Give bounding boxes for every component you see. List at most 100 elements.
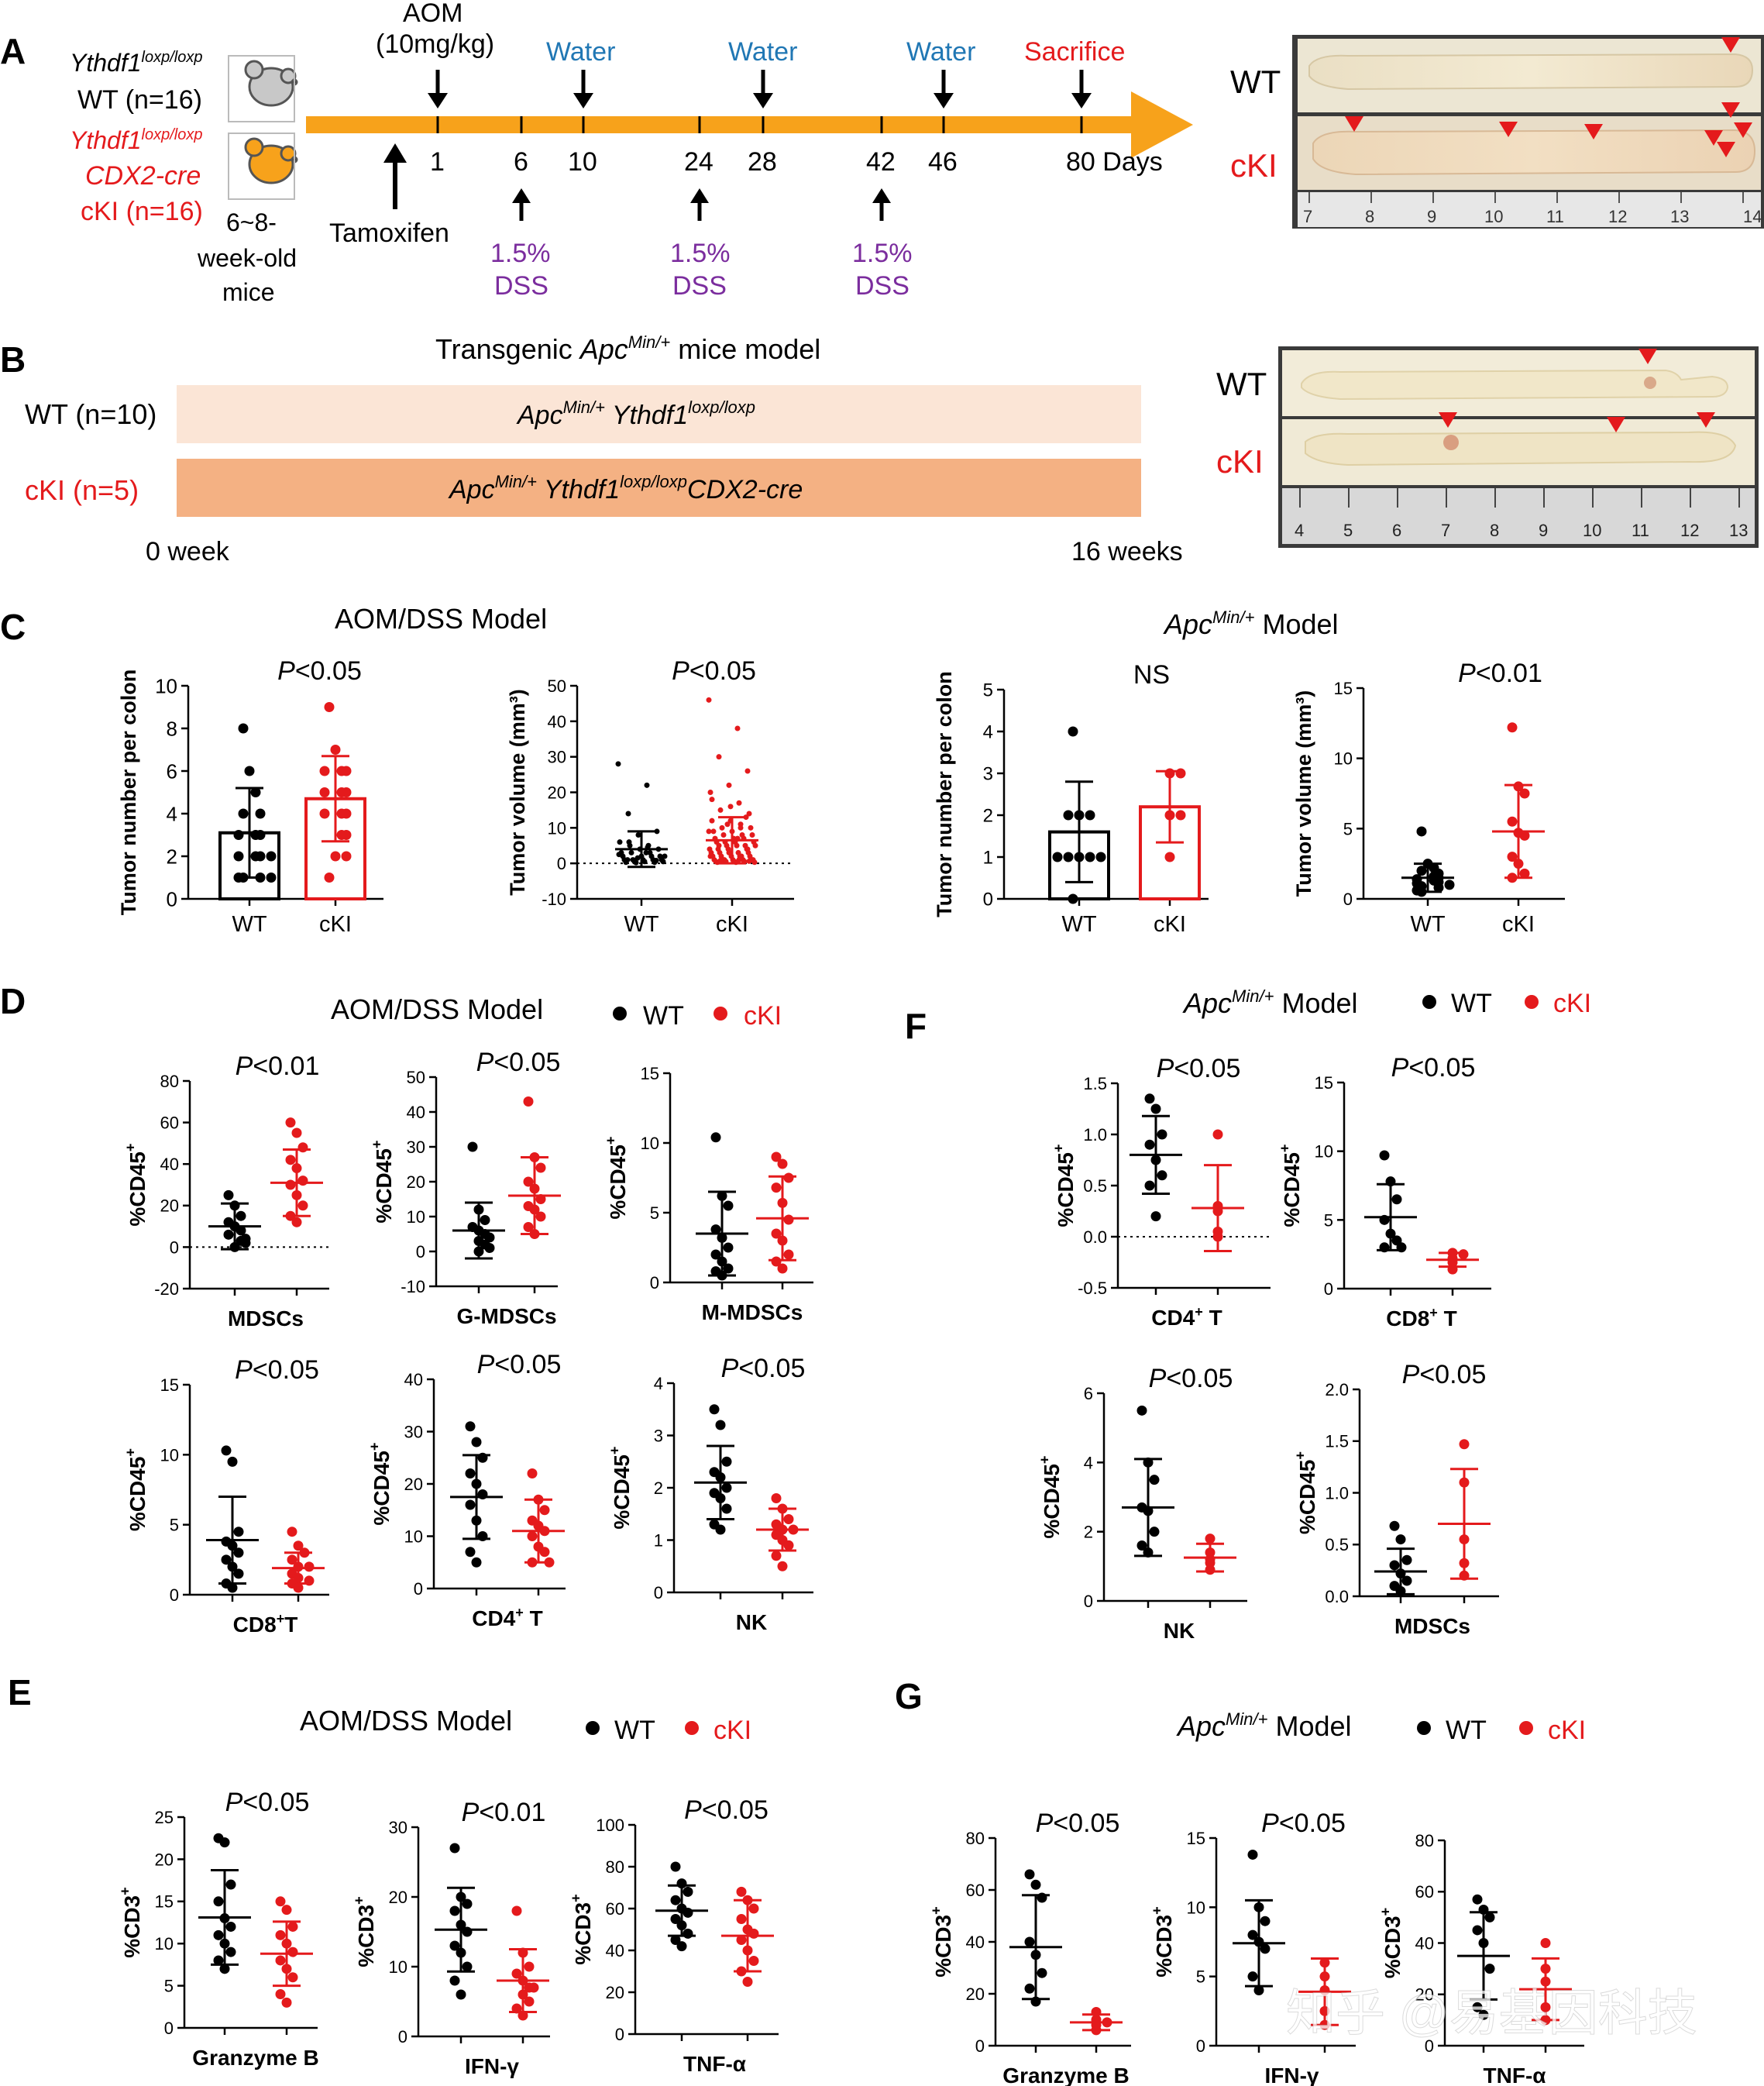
timeline-ticks: [436, 116, 1083, 133]
chart-c2: -10 0 10 20 30 40 50 Tumor volume (mm³) WT cKI P<0…: [506, 656, 794, 937]
panel-letter-c: C: [0, 607, 26, 647]
chart-d4-pvalue: P<0.05: [235, 1355, 319, 1385]
chart-f4-point-1-2: [1459, 1534, 1470, 1545]
chart-c2-point-1-15: [710, 828, 717, 835]
chart-d5-point-1-1: [533, 1494, 544, 1505]
chart-c3-point-0-3: [1063, 810, 1074, 821]
chart-g3-point-0-4: [1478, 1938, 1489, 1948]
chart-f1-point-0-5: [1157, 1170, 1167, 1181]
chart-c2-ytick-label-2: 10: [548, 818, 566, 838]
chart-c4-ytick-label-0: 0: [1343, 890, 1353, 909]
day-28: 28: [748, 147, 777, 177]
chart-e1: 0 5 10 15 20 25 %CD3+ Granzyme B P<0.05: [117, 1788, 318, 2070]
chart-c2-point-0-0: [615, 761, 621, 767]
chart-e2-point-1-9: [511, 2003, 522, 2014]
chart-d3: 0 5 10 15 %CD45+ M-MDSCs: [603, 1064, 813, 1324]
chart-d5-point-0-1: [471, 1437, 482, 1447]
chart-d2-ytick-label-5: 40: [407, 1103, 425, 1122]
chart-c2-point-1-29: [734, 842, 740, 849]
chart-e1-ylabel: %CD3+: [117, 1887, 144, 1958]
chart-f1-point-1-4: [1212, 1231, 1223, 1242]
chart-f1-point-0-7: [1150, 1211, 1161, 1222]
chart-f4-ytick-label-4: 2.0: [1325, 1380, 1349, 1399]
chart-e1-point-1-8: [287, 1972, 298, 1983]
chart-d1-point-0-10: [229, 1241, 240, 1252]
chart-g2-point-0-3: [1247, 1929, 1258, 1940]
chart-g2-point-0-2: [1260, 1916, 1271, 1926]
chart-f4-ytick-label-1: 0.5: [1325, 1535, 1349, 1554]
b-bar1-genotype: ApcMin/+ Ythdf1loxp/loxp: [516, 398, 755, 430]
chart-g2-ytick-label-2: 10: [1187, 1898, 1205, 1917]
chart-d6-point-0-5: [721, 1482, 732, 1493]
chart-f2-point-0-3: [1379, 1214, 1390, 1225]
chart-d3-ytick-label-3: 15: [641, 1064, 659, 1083]
chart-d5-point-0-0: [465, 1421, 476, 1432]
g-legend-cki-dot: [1519, 1721, 1533, 1735]
chart-f2-xlabel: CD8+ T: [1386, 1305, 1456, 1330]
chart-e2: 0 10 20 30 %CD3+ IFN-γ P<0.01: [351, 1798, 550, 2078]
chart-e2-ytick-label-2: 20: [389, 1888, 407, 1907]
panel-letter-e: E: [8, 1672, 32, 1713]
chart-d4-point-0-5: [233, 1547, 244, 1558]
chart-d3-point-1-10: [777, 1263, 788, 1274]
colon-photo-b: 4 5 6 7 8 9 10 11 12 13: [1278, 346, 1759, 548]
chart-d6-ytick-label-4: 4: [654, 1374, 663, 1393]
chart-g1-ytick-label-2: 40: [966, 1933, 985, 1952]
chart-c1-point-0-10: [233, 851, 244, 862]
chart-c1-point-0-15: [266, 873, 277, 883]
chart-g1-point-0-3: [1024, 1936, 1035, 1947]
chart-d1-point-1-2: [297, 1142, 308, 1153]
chart-d2-ytick-label-6: 50: [407, 1068, 425, 1087]
chart-c2-point-1-72: [738, 824, 744, 831]
chart-d2-ytick-label-4: 30: [407, 1138, 425, 1157]
chart-c1-ytick-label-5: 10: [155, 674, 177, 697]
chart-f3-point-0-6: [1136, 1540, 1147, 1551]
aom-dose-label: (10mg/kg): [376, 29, 494, 59]
chart-d1-point-0-2: [236, 1210, 246, 1221]
wt-group-label: WT (n=16): [77, 85, 202, 115]
chart-f4-ytick-label-3: 1.5: [1325, 1432, 1349, 1451]
chart-f2-point-0-6: [1379, 1242, 1390, 1253]
chart-d5-ytick-label-2: 20: [404, 1475, 423, 1494]
chart-d5-point-0-8: [477, 1531, 488, 1541]
chart-f3-xlabel: NK: [1164, 1619, 1195, 1643]
chart-d5-ytick-label-1: 10: [404, 1527, 423, 1546]
chart-d2-point-1-7: [529, 1204, 540, 1215]
chart-c2-point-1-13: [748, 824, 754, 831]
chart-e1-point-0-4: [219, 1913, 230, 1924]
chart-f4: 0.0 0.5 1.0 1.5 2.0 %CD45+ MDSCs P<0.05: [1292, 1360, 1499, 1638]
chart-c1-point-0-1: [244, 766, 255, 776]
chart-c3-ytick-label-1: 1: [983, 848, 993, 869]
chart-c4-point-0-11: [1444, 879, 1455, 890]
chart-c2-point-1-70: [727, 804, 734, 810]
chart-c2-point-0-34: [645, 845, 651, 851]
chart-e1-point-0-6: [213, 1929, 224, 1940]
chart-c2-point-0-24: [641, 859, 648, 865]
chart-d2-ylabel: %CD45+: [369, 1140, 396, 1223]
chart-c2-point-1-61: [706, 828, 712, 835]
chart-g2-point-0-7: [1253, 1985, 1264, 1996]
chart-c2-point-0-2: [625, 811, 631, 817]
chart-e2-point-0-0: [449, 1843, 460, 1854]
chart-f4-ylabel: %CD45+: [1292, 1451, 1319, 1534]
chart-d6-xlabel: NK: [736, 1610, 767, 1634]
chart-d1-xlabel: MDSCs: [228, 1306, 304, 1330]
chart-c4-point-0-3: [1416, 866, 1427, 876]
chart-c2-point-1-62: [734, 835, 741, 842]
chart-c2-point-1-55: [723, 859, 729, 865]
chart-f3: 0 2 4 6 %CD45+ NK P<0.05: [1037, 1364, 1247, 1643]
chart-e2-point-0-1: [456, 1892, 466, 1902]
chart-f2-point-0-1: [1385, 1176, 1396, 1187]
chart-c1-point-1-14: [341, 851, 352, 862]
chart-c1-ytick-label-0: 0: [167, 887, 177, 910]
chart-d6-point-1-2: [783, 1514, 794, 1524]
chart-d1-ytick-label-0: -20: [154, 1279, 179, 1299]
dss-pct-3: 1.5%: [852, 239, 913, 268]
chart-d2-ytick-label-0: -10: [401, 1277, 425, 1296]
d-aom-title: AOM/DSS Model: [331, 993, 543, 1025]
chart-c1-point-1-3: [341, 766, 352, 776]
chart-g3-point-0-0: [1472, 1894, 1483, 1905]
chart-g2: 0 5 10 15 %CD3+ IFN-γ P<0.05: [1149, 1809, 1356, 2086]
chart-d6-point-1-9: [771, 1551, 782, 1561]
chart-d4-point-1-5: [304, 1561, 315, 1572]
